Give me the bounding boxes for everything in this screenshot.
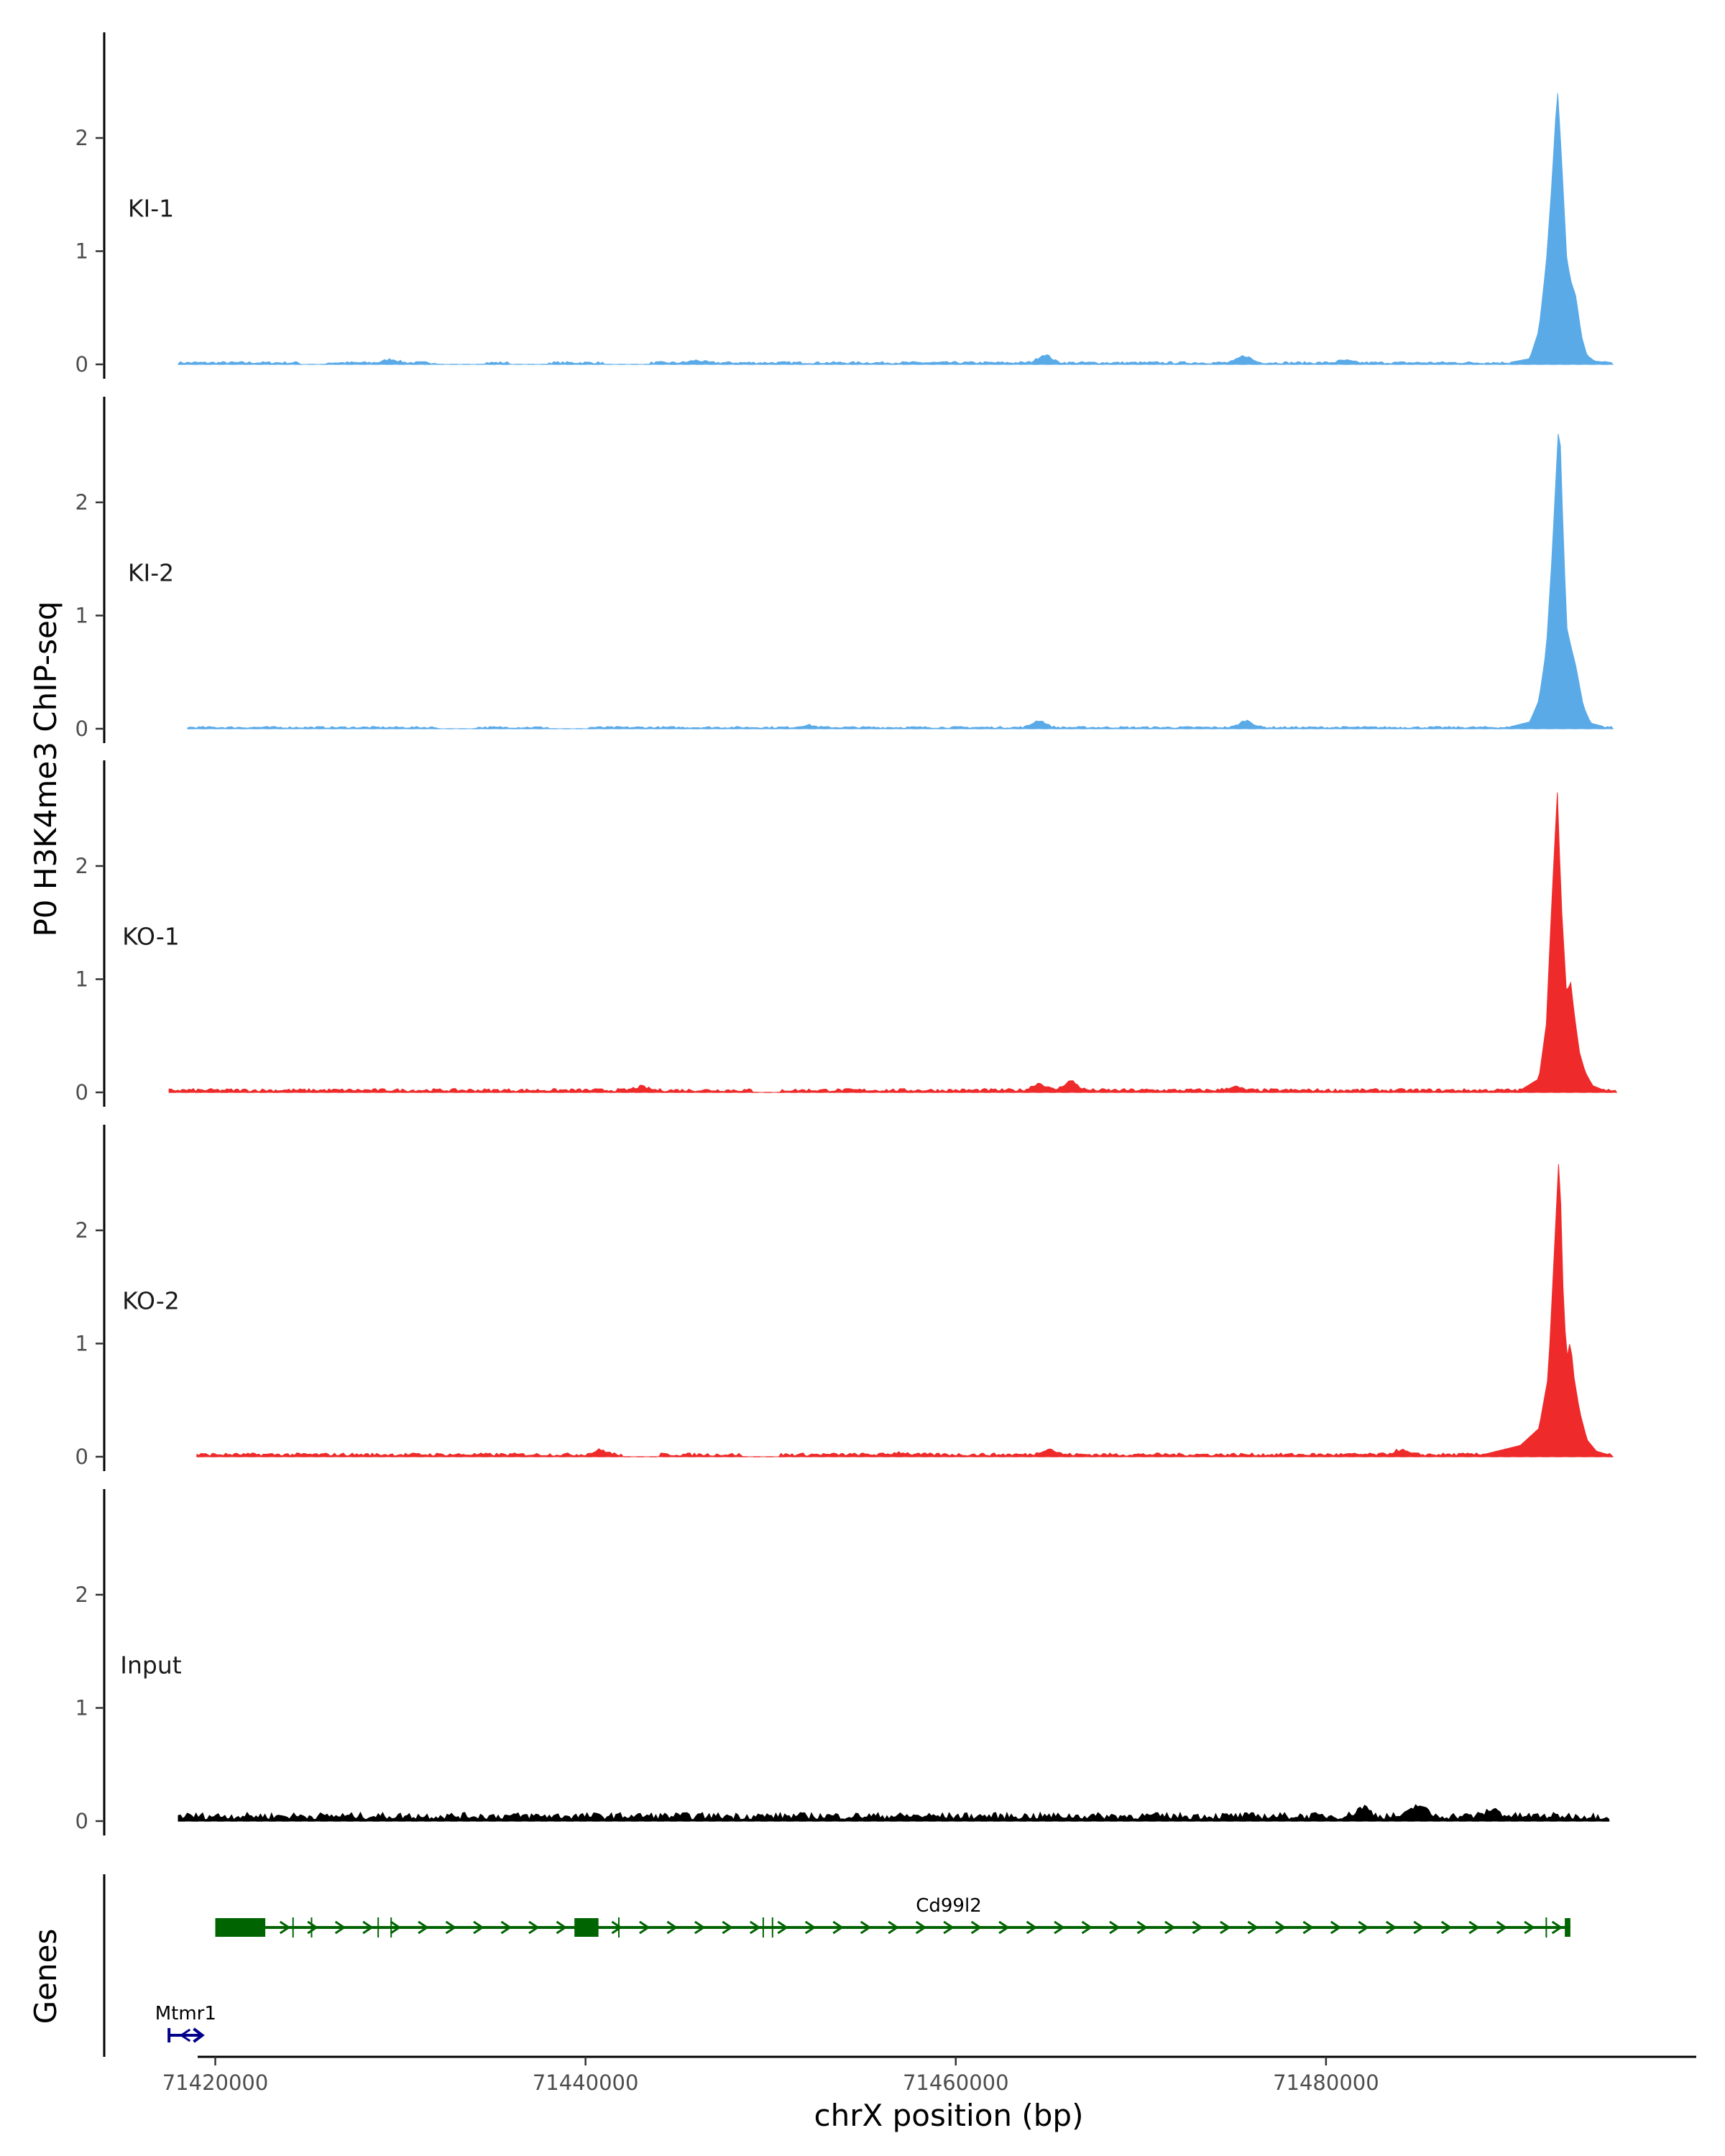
strand-chevron bbox=[1440, 1920, 1453, 1935]
x-tick-label: 71460000 bbox=[903, 2070, 1009, 2095]
strand-chevron bbox=[1081, 1920, 1093, 1935]
gene-label: Mtmr1 bbox=[155, 2003, 216, 2024]
x-tick-label: 71420000 bbox=[162, 2070, 269, 2095]
exon bbox=[574, 1918, 599, 1937]
strand-chevron bbox=[1302, 1920, 1315, 1935]
y-tick-label: 1 bbox=[75, 967, 88, 992]
strand-chevron bbox=[445, 1920, 457, 1935]
strand-chevron bbox=[832, 1920, 844, 1935]
y-tick-label: 2 bbox=[75, 490, 88, 515]
y-tick-label: 0 bbox=[75, 352, 88, 377]
strand-chevron bbox=[860, 1920, 872, 1935]
gene-mtmr1: Mtmr1 bbox=[155, 2003, 216, 2043]
strand-chevron bbox=[694, 1920, 706, 1935]
strand-chevron bbox=[1192, 1920, 1204, 1935]
y-tick-label: 1 bbox=[75, 239, 88, 264]
strand-chevron bbox=[1026, 1920, 1038, 1935]
strand-chevron bbox=[334, 1920, 346, 1935]
y-tick-label: 2 bbox=[75, 126, 88, 150]
x-tick-label: 71440000 bbox=[533, 2070, 639, 2095]
y-tick-label: 2 bbox=[75, 1218, 88, 1243]
strand-chevron bbox=[804, 1920, 816, 1935]
strand-chevron bbox=[1164, 1920, 1176, 1935]
strand-chevron bbox=[970, 1920, 983, 1935]
strand-chevron bbox=[1136, 1920, 1149, 1935]
strand-chevron bbox=[722, 1920, 734, 1935]
strand-chevron bbox=[1247, 1920, 1259, 1935]
strand-chevron bbox=[556, 1920, 568, 1935]
y-tick-label: 2 bbox=[75, 1583, 88, 1607]
track-label: KI-1 bbox=[128, 195, 174, 223]
track-input: 0 1 2 Input bbox=[75, 1489, 1610, 1835]
track-label: Input bbox=[120, 1651, 182, 1680]
strand-chevron bbox=[500, 1920, 512, 1935]
x-axis-title: chrX position (bp) bbox=[814, 2098, 1084, 2133]
y-tick-label: 0 bbox=[75, 717, 88, 741]
y-tick-label: 1 bbox=[75, 1332, 88, 1356]
y-tick-label: 0 bbox=[75, 1445, 88, 1469]
strand-chevron bbox=[915, 1920, 927, 1935]
gene-arrow bbox=[193, 2027, 205, 2043]
strand-chevron bbox=[1551, 1920, 1563, 1935]
strand-chevron bbox=[1468, 1920, 1480, 1935]
x-tick-label: 71480000 bbox=[1273, 2070, 1379, 2095]
strand-chevron bbox=[1275, 1920, 1287, 1935]
gene-cd99l2: Cd99l2 bbox=[215, 1895, 1570, 1938]
strand-chevron bbox=[1524, 1920, 1535, 1935]
strand-chevron bbox=[1054, 1920, 1065, 1935]
signal-area-ko-1 bbox=[168, 792, 1618, 1093]
strand-chevron bbox=[998, 1920, 1010, 1935]
strand-chevron bbox=[279, 1920, 291, 1935]
y-tick-label: 2 bbox=[75, 854, 88, 878]
strand-chevron bbox=[418, 1920, 429, 1935]
track-ki-1: 0 1 2 KI-1 bbox=[75, 32, 1614, 379]
signal-area-input bbox=[178, 1804, 1610, 1822]
strand-chevron bbox=[473, 1920, 484, 1935]
strand-chevron bbox=[749, 1920, 761, 1935]
strand-chevron bbox=[528, 1920, 540, 1935]
signal-area-ki-1 bbox=[178, 93, 1614, 365]
strand-chevron bbox=[1413, 1920, 1425, 1935]
strand-chevron bbox=[777, 1920, 788, 1935]
track-label: KI-2 bbox=[128, 559, 174, 587]
gene-label: Cd99l2 bbox=[916, 1895, 982, 1917]
strand-chevron bbox=[1358, 1920, 1369, 1935]
x-axis: 71420000 71440000 71460000 71480000 bbox=[162, 2055, 1696, 2095]
strand-chevron bbox=[666, 1920, 678, 1935]
strand-chevron bbox=[1220, 1920, 1231, 1935]
track-ko-2: 0 1 2 KO-2 bbox=[75, 1125, 1614, 1471]
y-axis-title: P0 H3K4me3 ChIP-seq bbox=[28, 601, 63, 936]
exon bbox=[215, 1918, 266, 1937]
track-ki-2: 0 1 2 KI-2 bbox=[75, 397, 1614, 743]
strand-chevron bbox=[307, 1920, 318, 1935]
strand-chevron bbox=[362, 1920, 374, 1935]
signal-area-ki-2 bbox=[187, 433, 1614, 729]
strand-chevron bbox=[1496, 1920, 1508, 1935]
genes-panel-title: Genes bbox=[28, 1929, 63, 2024]
track-ko-1: 0 1 2 KO-1 bbox=[75, 760, 1618, 1107]
exon bbox=[1565, 1918, 1570, 1937]
signal-area-ko-2 bbox=[196, 1164, 1614, 1457]
strand-chevron bbox=[639, 1920, 650, 1935]
strand-chevron bbox=[179, 2028, 191, 2042]
strand-chevron bbox=[1330, 1920, 1342, 1935]
strand-chevron bbox=[943, 1920, 954, 1935]
track-label: KO-2 bbox=[122, 1287, 180, 1315]
strand-chevron bbox=[1109, 1920, 1121, 1935]
strand-chevron bbox=[611, 1920, 623, 1935]
y-tick-label: 0 bbox=[75, 1080, 88, 1105]
tracks-layer: 0 1 2 KI-1 0 1 2 KI-2 0 1 2 KO-1 0 1 2 KO-2 0 1 2 Input bbox=[75, 32, 1618, 1835]
strand-chevron bbox=[390, 1920, 402, 1935]
y-tick-label: 1 bbox=[75, 604, 88, 628]
y-tick-label: 0 bbox=[75, 1809, 88, 1833]
genes-panel: Cd99l2 Mtmr1 bbox=[103, 1874, 1570, 2057]
track-label: KO-1 bbox=[122, 923, 180, 951]
y-tick-label: 1 bbox=[75, 1696, 88, 1720]
strand-chevron bbox=[1385, 1920, 1397, 1935]
strand-chevron bbox=[888, 1920, 899, 1935]
